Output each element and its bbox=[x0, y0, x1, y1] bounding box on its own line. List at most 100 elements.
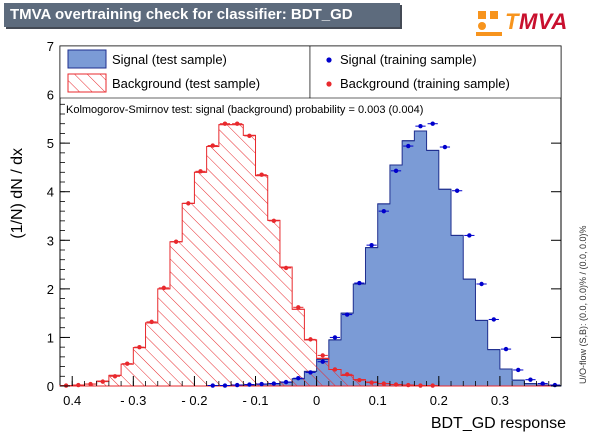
x-tick-label: - 0.2 bbox=[181, 393, 207, 408]
signal-training-point bbox=[344, 312, 350, 317]
x-axis-title: BDT_GD response bbox=[431, 415, 566, 432]
background-training-point bbox=[234, 121, 240, 126]
chart-title: TMVA overtraining check for classifier: … bbox=[4, 3, 400, 27]
background-training-point bbox=[283, 265, 289, 271]
background-training-point bbox=[125, 361, 130, 366]
logo-wordmark: TMVA bbox=[505, 9, 568, 35]
background-training-point bbox=[259, 172, 264, 177]
y-tick-label: 7 bbox=[47, 39, 54, 54]
y-tick-label: 1 bbox=[47, 330, 54, 345]
background-training-point bbox=[271, 218, 277, 224]
logo-square-top-left bbox=[478, 11, 486, 19]
logo-prefix: T bbox=[505, 9, 519, 34]
logo-rest: MVA bbox=[518, 9, 568, 34]
background-training-point bbox=[320, 353, 325, 358]
signal-training-point bbox=[210, 383, 215, 388]
signal-training-point bbox=[357, 280, 362, 286]
signal-training-point bbox=[320, 359, 325, 364]
background-training-point bbox=[296, 305, 301, 310]
background-training-point bbox=[137, 344, 142, 350]
background-training-point bbox=[112, 374, 118, 379]
signal-training-point bbox=[296, 376, 301, 381]
signal-training-point bbox=[540, 381, 545, 386]
legend-box-right bbox=[309, 45, 562, 99]
signal-training-point bbox=[454, 188, 460, 193]
legend-swatch-signal-test bbox=[67, 49, 107, 69]
legend-swatch-background-test bbox=[67, 73, 107, 93]
background-training-point bbox=[149, 319, 154, 325]
logo-square-top-right bbox=[490, 11, 498, 19]
legend-label-signal-test: Signal (test sample) bbox=[112, 52, 227, 67]
signal-training-point bbox=[516, 367, 521, 373]
legend: Signal (test sample) Background (test sa… bbox=[59, 45, 562, 99]
signal-training-point bbox=[381, 208, 387, 214]
signal-training-point bbox=[369, 242, 374, 248]
signal-training-point bbox=[479, 281, 484, 287]
y-tick-label: 2 bbox=[47, 282, 54, 297]
signal-training-point bbox=[418, 123, 423, 129]
tmva-logo bbox=[474, 6, 596, 42]
training-sample-points bbox=[61, 121, 560, 388]
signal-training-point bbox=[393, 168, 399, 174]
background-training-point bbox=[332, 367, 338, 372]
background-training-point bbox=[381, 381, 387, 386]
signal-training-point bbox=[503, 346, 509, 352]
signal-training-point bbox=[222, 383, 228, 388]
background-training-point bbox=[76, 382, 81, 388]
signal-training-point bbox=[491, 317, 496, 322]
signal-training-point bbox=[247, 382, 252, 387]
legend-label-background-training: Background (training sample) bbox=[340, 76, 510, 91]
background-training-point bbox=[406, 382, 411, 388]
signal-training-point bbox=[552, 382, 558, 388]
x-tick-label: 0.4 bbox=[63, 393, 81, 408]
logo-bar bbox=[476, 32, 502, 36]
y-tick-label: 0 bbox=[47, 379, 54, 394]
x-tick-label: - 0.3 bbox=[120, 393, 146, 408]
signal-training-point bbox=[308, 370, 313, 375]
background-training-point bbox=[344, 372, 350, 377]
background-training-point bbox=[247, 133, 252, 139]
background-training-point bbox=[100, 379, 105, 384]
legend-marker-signal-training bbox=[326, 57, 332, 63]
y-axis-title: (1/N) dN / dx bbox=[9, 148, 26, 239]
x-tick-label: 0.2 bbox=[430, 393, 448, 408]
signal-training-point bbox=[442, 144, 448, 150]
logo-dot bbox=[478, 22, 486, 30]
legend-label-background-test: Background (test sample) bbox=[112, 76, 260, 91]
legend-label-signal-training: Signal (training sample) bbox=[340, 52, 477, 67]
y-tick-label: 6 bbox=[47, 88, 54, 103]
signal-training-point bbox=[430, 121, 435, 126]
background-training-point bbox=[161, 285, 167, 291]
background-training-point bbox=[357, 377, 362, 383]
signal-training-point bbox=[234, 382, 240, 388]
signal-training-point bbox=[467, 233, 472, 238]
signal-training-point bbox=[259, 381, 264, 387]
signal-training-point bbox=[283, 379, 289, 385]
background-training-point bbox=[173, 239, 179, 244]
axes: 0.4 - 0.3 - 0.2 - 0.1 0 0.1 0.2 0.3 0 1 2 3 4 5 6 7 bbox=[47, 39, 562, 408]
background-training-point bbox=[186, 201, 191, 206]
x-tick-label: 0 bbox=[313, 393, 320, 408]
signal-training-point bbox=[406, 143, 411, 149]
background-training-point bbox=[88, 381, 93, 387]
x-tick-label: 0.3 bbox=[491, 393, 509, 408]
x-tick-label: 0.1 bbox=[369, 393, 387, 408]
signal-training-point bbox=[332, 335, 338, 340]
logo-mark-icon bbox=[476, 11, 502, 36]
background-training-point bbox=[308, 337, 313, 342]
background-training-point bbox=[222, 121, 228, 126]
background-training-point bbox=[369, 380, 374, 385]
signal-training-point bbox=[528, 377, 533, 382]
signal-training-point bbox=[271, 381, 277, 386]
ks-test-annotation: Kolmogorov-Smirnov test: signal (backgro… bbox=[66, 104, 423, 116]
background-training-point bbox=[393, 382, 399, 387]
y-tick-label: 3 bbox=[47, 233, 54, 248]
background-training-point bbox=[210, 143, 215, 148]
y-tick-label: 4 bbox=[47, 185, 54, 200]
background-training-point bbox=[418, 383, 423, 388]
background-training-point bbox=[430, 383, 435, 388]
overflow-label: U/O-flow (S,B): (0.0, 0.0)% / (0.0, 0.0)… bbox=[578, 225, 588, 384]
background-training-point bbox=[198, 169, 203, 174]
y-tick-label: 5 bbox=[47, 136, 54, 151]
